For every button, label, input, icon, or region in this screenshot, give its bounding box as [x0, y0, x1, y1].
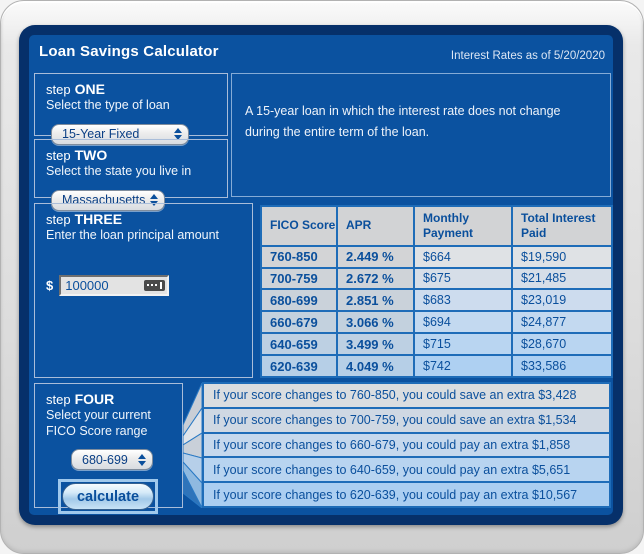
interest-cell: $24,877 — [511, 310, 613, 335]
apr-cell: 3.499 % — [336, 332, 415, 357]
loan-type-value: 15-Year Fixed — [62, 127, 140, 142]
payment-cell: $715 — [413, 332, 513, 357]
apr-cell: 4.049 % — [336, 354, 415, 378]
result-bar: If your score changes to 660-679, you co… — [204, 433, 609, 459]
interest-rates-note: Interest Rates as of 5/20/2020 — [450, 50, 605, 62]
fico-range-cell: 640-659 — [260, 332, 338, 357]
loan-description-box: A 15-year loan in which the interest rat… — [231, 73, 611, 197]
result-bar: If your score changes to 640-659, you co… — [204, 458, 609, 484]
step-three-instruction: Enter the loan principal amount — [46, 228, 220, 242]
fan-connector-graphic — [183, 383, 202, 508]
page-title: Loan Savings Calculator — [39, 43, 219, 60]
keypad-icon[interactable] — [144, 279, 166, 291]
result-bar: If your score changes to 620-639, you co… — [204, 483, 609, 506]
payment-cell: $664 — [413, 244, 513, 269]
table-row: 760-850 2.449 % $664 $19,590 — [260, 244, 613, 269]
column-header-interest: Total Interest Paid — [511, 205, 613, 247]
interest-cell: $33,586 — [511, 354, 613, 378]
step-two-section: step TWO Select the state you live in Mas… — [34, 139, 228, 211]
score-change-results: If your score changes to 760-850, you co… — [202, 382, 611, 508]
step-two-label: step TWO — [46, 147, 108, 163]
panel-border: Loan Savings Calculator Interest Rates a… — [19, 25, 623, 525]
loan-description-text: A 15-year loan in which the interest rat… — [245, 104, 561, 139]
step-four-label: step FOUR — [46, 391, 115, 407]
table-row: 620-639 4.049 % $742 $33,586 — [260, 354, 613, 378]
payment-cell: $694 — [413, 310, 513, 335]
spinner-arrows-icon — [174, 128, 182, 141]
payment-cell: $675 — [413, 266, 513, 291]
step-one-section: step ONE Select the type of loan 15-Year … — [34, 73, 228, 145]
loan-amount-row: $ — [46, 274, 252, 296]
fico-range-cell: 620-639 — [260, 354, 338, 378]
fico-range-cell: 660-679 — [260, 310, 338, 335]
fico-range-select[interactable]: 680-699 — [71, 449, 153, 471]
step-three-section: step THREE Enter the loan principal amoun… — [34, 203, 253, 378]
interest-cell: $28,670 — [511, 332, 613, 357]
table-row: 660-679 3.066 % $694 $24,877 — [260, 310, 613, 335]
interest-cell: $23,019 — [511, 288, 613, 313]
rates-table: FICO Score APR Monthly Payment Total Int… — [260, 205, 613, 378]
column-header-apr: APR — [336, 205, 415, 247]
interest-cell: $19,590 — [511, 244, 613, 269]
step-one-label: step ONE — [46, 81, 105, 97]
result-bar: If your score changes to 760-850, you co… — [204, 384, 609, 409]
result-bar: If your score changes to 700-759, you co… — [204, 408, 609, 434]
table-header-row: FICO Score APR Monthly Payment Total Int… — [260, 205, 613, 247]
apr-cell: 2.449 % — [336, 244, 415, 269]
column-header-fico: FICO Score — [260, 205, 338, 247]
table-row: 700-759 2.672 % $675 $21,485 — [260, 266, 613, 291]
step-four-instruction: Select your current FICO Score range — [46, 408, 151, 438]
calculate-button[interactable]: calculate — [62, 483, 154, 511]
step-three-label: step THREE — [46, 211, 123, 227]
apr-cell: 2.851 % — [336, 288, 415, 313]
apr-cell: 3.066 % — [336, 310, 415, 335]
table-row: 640-659 3.499 % $715 $28,670 — [260, 332, 613, 357]
currency-symbol: $ — [46, 277, 54, 293]
apr-cell: 2.672 % — [336, 266, 415, 291]
fico-range-cell: 760-850 — [260, 244, 338, 269]
calculate-button-ring: calculate — [58, 479, 158, 515]
step-two-instruction: Select the state you live in — [46, 164, 192, 178]
loan-amount-field — [59, 274, 170, 296]
column-header-payment: Monthly Payment — [413, 205, 513, 247]
step-one-instruction: Select the type of loan — [46, 98, 170, 112]
fico-range-value: 680-699 — [82, 452, 128, 467]
payment-cell: $683 — [413, 288, 513, 313]
fico-range-cell: 680-699 — [260, 288, 338, 313]
calculator-panel: Loan Savings Calculator Interest Rates a… — [29, 35, 613, 515]
table-row: 680-699 2.851 % $683 $23,019 — [260, 288, 613, 313]
payment-cell: $742 — [413, 354, 513, 378]
step-four-section: step FOUR Select your current FICO Score … — [34, 383, 183, 515]
fico-range-cell: 700-759 — [260, 266, 338, 291]
loan-amount-input[interactable] — [61, 276, 142, 294]
interest-cell: $21,485 — [511, 266, 613, 291]
spinner-arrows-icon — [138, 453, 146, 466]
